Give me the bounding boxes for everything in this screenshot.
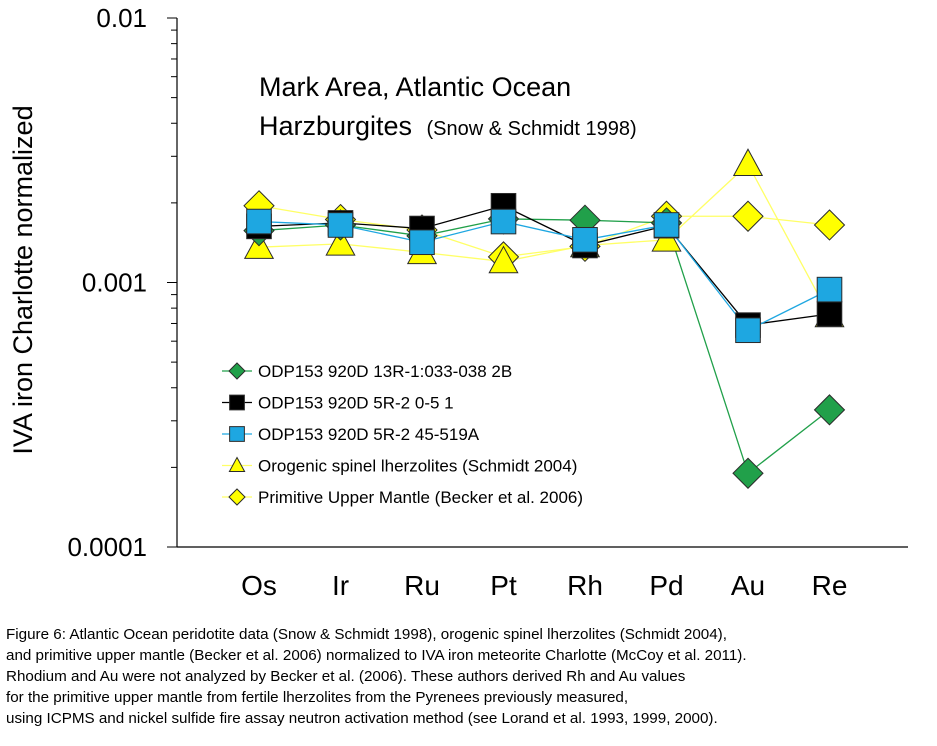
- data-point-s3-pt: [490, 208, 517, 235]
- data-point-s3-ir: [327, 212, 354, 238]
- data-point-s2-re: [816, 301, 843, 327]
- caption-line: using ICPMS and nickel sulfide fire assa…: [6, 710, 718, 727]
- data-point-s4-ir: [325, 227, 356, 256]
- data-point-s4-pt: [488, 245, 519, 274]
- data-point-s3-os: [246, 208, 272, 235]
- data-point-s5-re: [813, 209, 846, 241]
- x-tick-label-au: Au: [731, 570, 765, 601]
- series-markers: [243, 148, 846, 489]
- x-tick-label-ru: Ru: [404, 570, 440, 601]
- legend-marker-3: [229, 426, 245, 442]
- legend-marker-1: [228, 362, 246, 380]
- x-tick-label-pt: Pt: [490, 570, 517, 601]
- axes: 0.01 0.001 0.0001 Os Ir Ru Pt Rh Pd Au Re: [67, 3, 908, 601]
- caption-line: Figure 6: Atlantic Ocean peridotite data…: [6, 626, 727, 643]
- legend-marker-4: [228, 456, 246, 472]
- y-tick-label: 0.001: [82, 268, 147, 298]
- data-point-s3-au: [735, 317, 761, 344]
- series-line-4: [258, 163, 831, 316]
- data-point-s3-re: [816, 276, 843, 303]
- chart-title-line1: Mark Area, Atlantic Ocean: [259, 72, 571, 102]
- legend-marker-5: [228, 488, 246, 506]
- x-tick-label-re: Re: [812, 570, 848, 601]
- legend-label-3: ODP153 920D 5R-2 45-519A: [258, 425, 480, 444]
- y-axis-label: IVA iron Charlotte normalized: [8, 105, 38, 454]
- y-tick-label: 0.0001: [67, 532, 147, 562]
- x-tick-label-rh: Rh: [567, 570, 603, 601]
- chart-title-main: Harzburgites: [259, 111, 412, 141]
- x-tick-label-pd: Pd: [649, 570, 683, 601]
- data-point-s3-ru: [409, 229, 435, 256]
- y-tick-label: 0.01: [96, 3, 147, 33]
- data-point-s5-au: [732, 200, 764, 232]
- data-point-s4-au: [732, 148, 764, 176]
- legend: ODP153 920D 13R-1:033-038 2B ODP153 920D …: [222, 362, 583, 507]
- data-point-s1-au: [732, 457, 764, 489]
- x-tick-label-os: Os: [241, 570, 277, 601]
- legend-marker-2: [229, 394, 245, 411]
- caption-line: for the primitive upper mantle from fert…: [6, 689, 629, 706]
- x-tick-label-ir: Ir: [332, 570, 349, 601]
- legend-label-5: Primitive Upper Mantle (Becker et al. 20…: [258, 488, 583, 507]
- chart-title-sub: (Snow & Schmidt 1998): [427, 118, 637, 140]
- caption-line: Rhodium and Au were not analyzed by Beck…: [6, 668, 686, 685]
- data-point-s3-pd: [653, 212, 680, 238]
- chart: 0.01 0.001 0.0001 Os Ir Ru Pt Rh Pd Au Re ODP153 9…: [8, 3, 908, 601]
- legend-label-2: ODP153 920D 5R-2 0-5 1: [258, 394, 454, 413]
- series-line-3: [258, 220, 830, 332]
- data-point-s1-re: [813, 394, 846, 426]
- legend-label-1: ODP153 920D 13R-1:033-038 2B: [258, 362, 512, 381]
- legend-label-4: Orogenic spinel lherzolites (Schmidt 200…: [258, 457, 577, 476]
- chart-title-line2: Harzburgites (Snow & Schmidt 1998): [259, 111, 637, 141]
- figure-caption: Figure 6: Atlantic Ocean peridotite data…: [6, 624, 931, 729]
- data-point-s3-rh: [572, 227, 598, 253]
- caption-line: and primitive upper mantle (Becker et al…: [6, 647, 747, 664]
